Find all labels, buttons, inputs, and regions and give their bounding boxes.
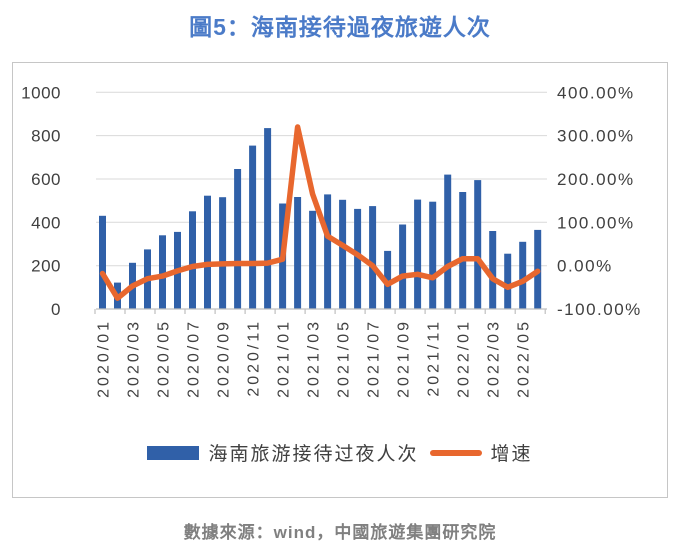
svg-text:0: 0 <box>51 300 61 319</box>
svg-text:2022/03: 2022/03 <box>486 319 503 398</box>
svg-text:1000: 1000 <box>21 83 61 102</box>
chart-legend: 海南旅游接待过夜人次 增速 <box>13 439 667 466</box>
svg-text:2021/07: 2021/07 <box>366 319 383 398</box>
svg-text:400: 400 <box>31 213 61 232</box>
svg-text:-100.00%: -100.00% <box>557 300 642 319</box>
svg-text:200.00%: 200.00% <box>557 170 635 189</box>
svg-text:2020/03: 2020/03 <box>126 319 143 398</box>
chart-title: 圖5：海南接待過夜旅遊人次 <box>189 14 491 40</box>
svg-text:2021/09: 2021/09 <box>396 319 413 398</box>
svg-text:2021/03: 2021/03 <box>306 319 323 398</box>
svg-text:2020/09: 2020/09 <box>216 319 233 398</box>
svg-text:2022/01: 2022/01 <box>456 319 473 398</box>
svg-text:0.00%: 0.00% <box>557 257 613 276</box>
data-source-note: 數據來源：wind，中國旅遊集團研究院 <box>183 523 497 542</box>
svg-text:300.00%: 300.00% <box>557 127 635 146</box>
svg-text:800: 800 <box>31 127 61 146</box>
svg-text:2022/05: 2022/05 <box>516 319 533 398</box>
legend-swatch-line-series <box>429 449 482 456</box>
chart-area: 0 200 400 600 800 1000 -100.00% 0.00% 100.00% 200… <box>12 62 668 498</box>
legend-label-bar-series: 海南旅游接待过夜人次 <box>208 444 419 465</box>
legend-label-line-series: 增速 <box>490 444 533 465</box>
svg-text:2021/11: 2021/11 <box>426 319 443 397</box>
legend-swatch-bar-series <box>147 445 200 460</box>
svg-text:2021/05: 2021/05 <box>336 319 353 398</box>
svg-text:600: 600 <box>31 170 61 189</box>
svg-text:400.00%: 400.00% <box>557 83 635 102</box>
svg-text:100.00%: 100.00% <box>557 213 635 232</box>
svg-text:200: 200 <box>31 257 61 276</box>
svg-text:2020/05: 2020/05 <box>156 319 173 398</box>
svg-text:2020/07: 2020/07 <box>186 319 203 398</box>
svg-text:2020/01: 2020/01 <box>96 319 113 398</box>
svg-text:2020/11: 2020/11 <box>246 319 263 397</box>
svg-text:2021/01: 2021/01 <box>276 319 293 398</box>
chart-plot: 0 200 400 600 800 1000 -100.00% 0.00% 100.00% 200… <box>21 83 642 398</box>
